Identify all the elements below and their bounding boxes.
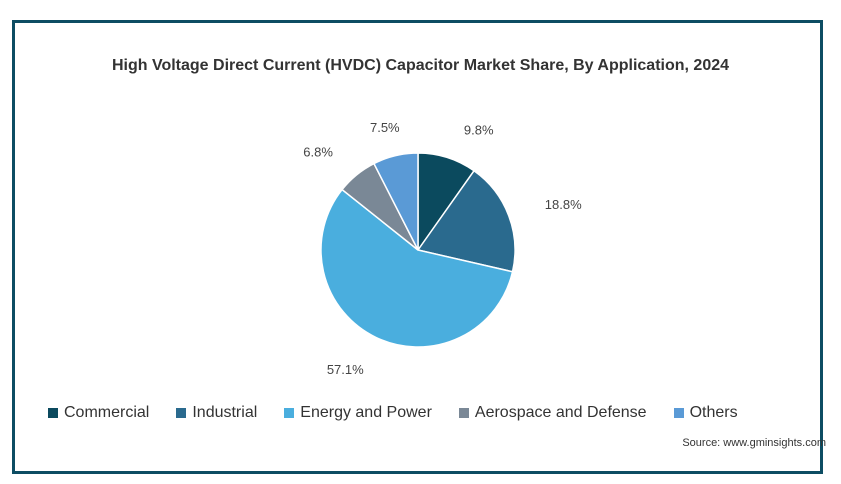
legend-swatch-industrial	[176, 408, 187, 418]
legend-swatch-commercial	[48, 408, 58, 418]
pie-slice-industrial	[416, 169, 516, 273]
legend-label-industrial: Industrial	[192, 404, 258, 421]
legend-item-others: Others	[673, 404, 738, 422]
legend-item-commercial: Commercial	[48, 404, 149, 422]
legend-label-energy-and-power: Energy and Power	[300, 404, 432, 421]
legend-swatch-others	[673, 408, 684, 418]
pie-slice-energy-and-power	[320, 188, 514, 348]
legend-item-energy-and-power: Energy and Power	[284, 404, 432, 422]
chart-title: High Voltage Direct Current (HVDC) Capac…	[111, 57, 730, 74]
legend-swatch-energy-and-power	[284, 408, 295, 418]
pie-label-industrial: 18.8%	[545, 197, 582, 212]
legend-item-industrial: Industrial	[176, 404, 257, 422]
pie-label-aerospace-and-defense: 6.8%	[303, 145, 333, 160]
pie-label-commercial: 9.8%	[464, 122, 494, 137]
source-note: Source: www.gminsights.com	[682, 437, 826, 449]
legend-swatch-aerospace-and-defense	[458, 408, 469, 418]
pie-slice-others	[372, 152, 419, 251]
pie-label-others: 7.5%	[370, 120, 400, 135]
legend-label-aerospace-and-defense: Aerospace and Defense	[474, 404, 647, 421]
legend: Commercial Industrial Energy and Power A…	[48, 404, 738, 422]
legend-label-others: Others	[689, 404, 738, 421]
pie-label-energy-and-power: 57.1%	[327, 362, 364, 377]
legend-item-aerospace-and-defense: Aerospace and Defense	[458, 404, 647, 422]
legend-label-commercial: Commercial	[64, 404, 150, 421]
